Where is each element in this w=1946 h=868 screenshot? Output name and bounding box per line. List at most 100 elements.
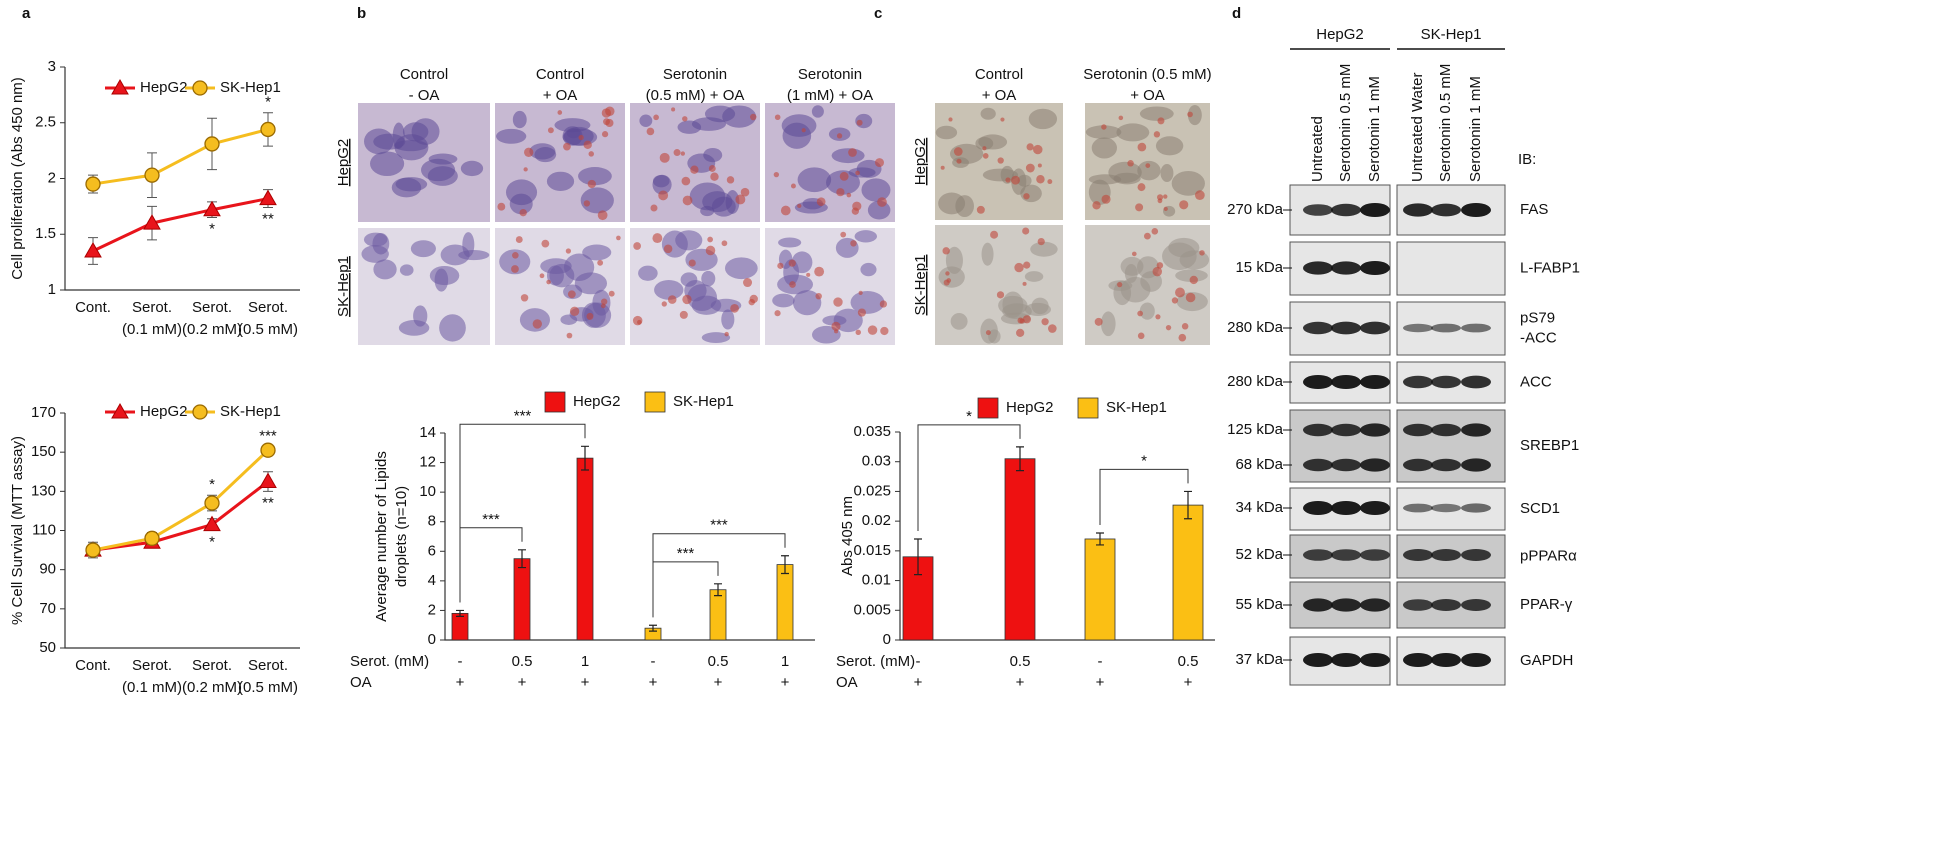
x-tick-label: 0.5 xyxy=(708,653,729,670)
marker-label: 52 kDa xyxy=(1235,546,1283,563)
y-tick-label: 2 xyxy=(48,169,56,186)
data-point xyxy=(204,136,220,152)
blot-band xyxy=(1331,203,1361,217)
lipid-droplet xyxy=(547,127,554,134)
significance: ** xyxy=(262,210,274,227)
lipid-droplet xyxy=(858,290,863,295)
cell xyxy=(361,245,389,263)
lipid-droplet xyxy=(1048,324,1057,333)
legend-label: SK-Hep1 xyxy=(1106,399,1167,416)
cell xyxy=(370,151,405,176)
blot-panel xyxy=(1396,409,1506,483)
lane-label: Untreated Water xyxy=(1409,73,1426,183)
row-label: HepG2 xyxy=(335,139,352,187)
lipid-droplet xyxy=(855,170,860,176)
lipid-droplet xyxy=(1047,179,1053,185)
cell xyxy=(499,249,531,275)
lipid-droplet xyxy=(563,142,571,151)
cell xyxy=(772,293,795,308)
lipid-droplet xyxy=(816,197,826,207)
lipid-droplet xyxy=(679,310,688,319)
lipid-droplet xyxy=(1041,318,1049,326)
lipid-droplet xyxy=(940,165,945,170)
blot-band xyxy=(1303,501,1333,515)
blot-band xyxy=(1331,321,1361,335)
cell xyxy=(1155,136,1184,156)
cell xyxy=(440,244,470,266)
lipid-droplet xyxy=(1022,227,1030,235)
legend-marker xyxy=(111,402,129,419)
protein-label: L-FABP1 xyxy=(1520,259,1580,276)
lipid-droplet xyxy=(565,248,572,254)
x-tick-label: + xyxy=(581,674,590,691)
data-point xyxy=(203,515,221,532)
cell xyxy=(854,230,878,243)
cell xyxy=(1113,280,1132,306)
lipid-droplet xyxy=(557,110,563,115)
legend-label: HepG2 xyxy=(573,393,621,410)
cell xyxy=(1139,106,1174,121)
lipid-droplet xyxy=(740,187,750,197)
column-header: + OA xyxy=(543,87,578,104)
cell xyxy=(1028,108,1058,130)
blot-band xyxy=(1431,503,1461,513)
cell xyxy=(373,259,397,280)
y-tick-label: 0.03 xyxy=(862,453,891,470)
legend-marker xyxy=(192,80,208,96)
x-tick-label: + xyxy=(456,674,465,691)
lipid-droplet xyxy=(840,231,847,238)
lipid-droplet xyxy=(682,294,692,305)
cell xyxy=(639,114,653,127)
bar xyxy=(576,457,594,641)
blot-band xyxy=(1461,599,1491,611)
cell xyxy=(797,167,832,193)
error-bar xyxy=(781,555,789,575)
row-label: SK-Hep1 xyxy=(912,255,929,316)
lipid-droplet xyxy=(569,306,580,316)
x-tick-label: 0.5 xyxy=(1010,653,1031,670)
blot-band xyxy=(1360,549,1390,561)
significance: * xyxy=(1141,452,1147,469)
cell xyxy=(395,177,428,192)
lipid-droplet xyxy=(880,326,889,336)
group-label: HepG2 xyxy=(1316,26,1364,43)
blot-band xyxy=(1403,503,1433,513)
x-tick-label: - xyxy=(651,653,656,670)
x-tick-label: + xyxy=(1096,674,1105,691)
lipid-droplet xyxy=(658,190,669,201)
cell xyxy=(580,187,614,214)
cell xyxy=(724,257,758,280)
lipid-droplet xyxy=(587,179,596,189)
lipid-droplet xyxy=(942,247,950,255)
error-bar xyxy=(1184,490,1192,520)
x-tick-label: + xyxy=(649,674,658,691)
lipid-droplet xyxy=(1094,317,1103,326)
error-bar xyxy=(1016,446,1024,472)
legend-swatch xyxy=(644,391,666,413)
lipid-droplet xyxy=(1155,314,1161,320)
x-tick-label: Serot. xyxy=(192,657,232,674)
protein-label: SCD1 xyxy=(1520,500,1560,517)
lipid-droplet xyxy=(1137,183,1146,192)
y-tick-label: 8 xyxy=(428,513,436,530)
axis xyxy=(899,432,1215,641)
lipid-droplet xyxy=(608,290,615,297)
blot-band xyxy=(1360,458,1390,472)
series-line xyxy=(92,127,269,186)
cell xyxy=(654,279,684,300)
cell xyxy=(1140,271,1162,292)
lipid-droplet xyxy=(875,158,884,168)
panel-label: a xyxy=(22,5,31,22)
x-tick-label: + xyxy=(914,674,923,691)
cell xyxy=(850,290,885,314)
lipid-droplet xyxy=(541,239,550,248)
lipid-droplet xyxy=(708,165,716,172)
lipid-droplet xyxy=(997,157,1004,164)
cell xyxy=(703,147,723,163)
lipid-droplet xyxy=(690,165,699,174)
data-point xyxy=(204,495,220,511)
blot-band xyxy=(1303,204,1333,216)
x-tick-sublabel: (0.5 mM) xyxy=(238,679,298,696)
lane-label: Untreated xyxy=(1309,116,1326,182)
lipid-droplet xyxy=(520,294,529,302)
